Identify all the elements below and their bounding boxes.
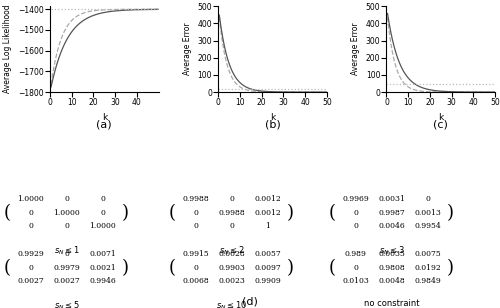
Text: 0: 0 (64, 250, 69, 258)
Text: 0: 0 (353, 209, 358, 217)
Text: 0.0031: 0.0031 (378, 195, 405, 203)
Text: (a): (a) (96, 120, 112, 130)
Text: 0.0012: 0.0012 (254, 209, 281, 217)
Text: 0.0013: 0.0013 (414, 209, 441, 217)
Text: 0: 0 (353, 264, 358, 272)
Text: 0.0071: 0.0071 (89, 250, 116, 258)
Text: 0: 0 (193, 264, 198, 272)
Text: (: ( (169, 259, 176, 277)
Text: 0.0023: 0.0023 (218, 277, 245, 285)
Text: 0.9808: 0.9808 (378, 264, 405, 272)
Text: 0: 0 (229, 195, 234, 203)
Text: 0.0028: 0.0028 (218, 250, 245, 258)
Text: 0: 0 (193, 222, 198, 230)
Text: 0.989: 0.989 (344, 250, 366, 258)
Text: (: ( (329, 204, 336, 222)
Text: 0.9988: 0.9988 (218, 209, 245, 217)
Text: 0.9909: 0.9909 (254, 277, 281, 285)
Text: 1: 1 (265, 222, 270, 230)
Text: 0: 0 (64, 222, 69, 230)
Text: 0.0035: 0.0035 (378, 250, 405, 258)
Text: $s_N \leq 5$: $s_N \leq 5$ (54, 299, 80, 308)
Text: 0.9946: 0.9946 (89, 277, 116, 285)
Text: 0.0068: 0.0068 (182, 277, 209, 285)
Text: 1.0000: 1.0000 (89, 222, 116, 230)
Text: 0.9979: 0.9979 (53, 264, 80, 272)
Text: (: ( (4, 259, 11, 277)
Text: $s_N \leq 1$: $s_N \leq 1$ (54, 244, 80, 257)
Text: ): ) (447, 204, 454, 222)
Text: (d): (d) (242, 297, 258, 307)
Text: ): ) (287, 204, 294, 222)
Text: 0: 0 (353, 222, 358, 230)
Text: 0.0075: 0.0075 (414, 250, 441, 258)
Text: 0.9988: 0.9988 (182, 195, 209, 203)
Y-axis label: Average Error: Average Error (351, 23, 360, 75)
Y-axis label: Average Log Likelihood: Average Log Likelihood (4, 5, 13, 93)
Text: (c): (c) (434, 120, 448, 130)
Text: 0: 0 (28, 209, 33, 217)
Text: 0.0097: 0.0097 (254, 264, 281, 272)
Text: 0.9969: 0.9969 (342, 195, 369, 203)
X-axis label: k: k (270, 113, 275, 122)
Text: $s_N \leq 3$: $s_N \leq 3$ (378, 244, 404, 257)
Text: 0.0027: 0.0027 (17, 277, 44, 285)
Text: $s_N \leq 10$: $s_N \leq 10$ (216, 299, 247, 308)
Text: ): ) (122, 259, 129, 277)
X-axis label: k: k (438, 113, 444, 122)
Text: 0: 0 (100, 195, 105, 203)
Text: (b): (b) (264, 120, 280, 130)
Text: 0: 0 (100, 209, 105, 217)
Text: 0.0192: 0.0192 (414, 264, 441, 272)
X-axis label: k: k (102, 113, 107, 122)
Text: $s_N \leq 2$: $s_N \leq 2$ (218, 244, 244, 257)
Text: (: ( (329, 259, 336, 277)
Text: 0: 0 (425, 195, 430, 203)
Text: 0.0046: 0.0046 (378, 222, 405, 230)
Text: 1.0000: 1.0000 (17, 195, 44, 203)
Text: no constraint: no constraint (364, 299, 419, 308)
Text: ): ) (447, 259, 454, 277)
Text: 0.9987: 0.9987 (378, 209, 405, 217)
Text: 0: 0 (28, 222, 33, 230)
Text: 0: 0 (193, 209, 198, 217)
Text: (: ( (4, 204, 11, 222)
Text: 0.0057: 0.0057 (254, 250, 281, 258)
Text: 0.9903: 0.9903 (218, 264, 245, 272)
Text: 0.0103: 0.0103 (342, 277, 369, 285)
Text: ): ) (287, 259, 294, 277)
Text: 0: 0 (28, 264, 33, 272)
Text: 0.9954: 0.9954 (414, 222, 441, 230)
Text: 0.9929: 0.9929 (17, 250, 44, 258)
Text: (: ( (169, 204, 176, 222)
Text: 0.0021: 0.0021 (89, 264, 116, 272)
Text: ): ) (122, 204, 129, 222)
Text: 0.9915: 0.9915 (182, 250, 209, 258)
Text: 0.9849: 0.9849 (414, 277, 441, 285)
Text: 0: 0 (64, 195, 69, 203)
Text: 0.0048: 0.0048 (378, 277, 405, 285)
Text: 0: 0 (229, 222, 234, 230)
Text: 1.0000: 1.0000 (53, 209, 80, 217)
Y-axis label: Average Error: Average Error (183, 23, 192, 75)
Text: 0.0027: 0.0027 (53, 277, 80, 285)
Text: 0.0012: 0.0012 (254, 195, 281, 203)
